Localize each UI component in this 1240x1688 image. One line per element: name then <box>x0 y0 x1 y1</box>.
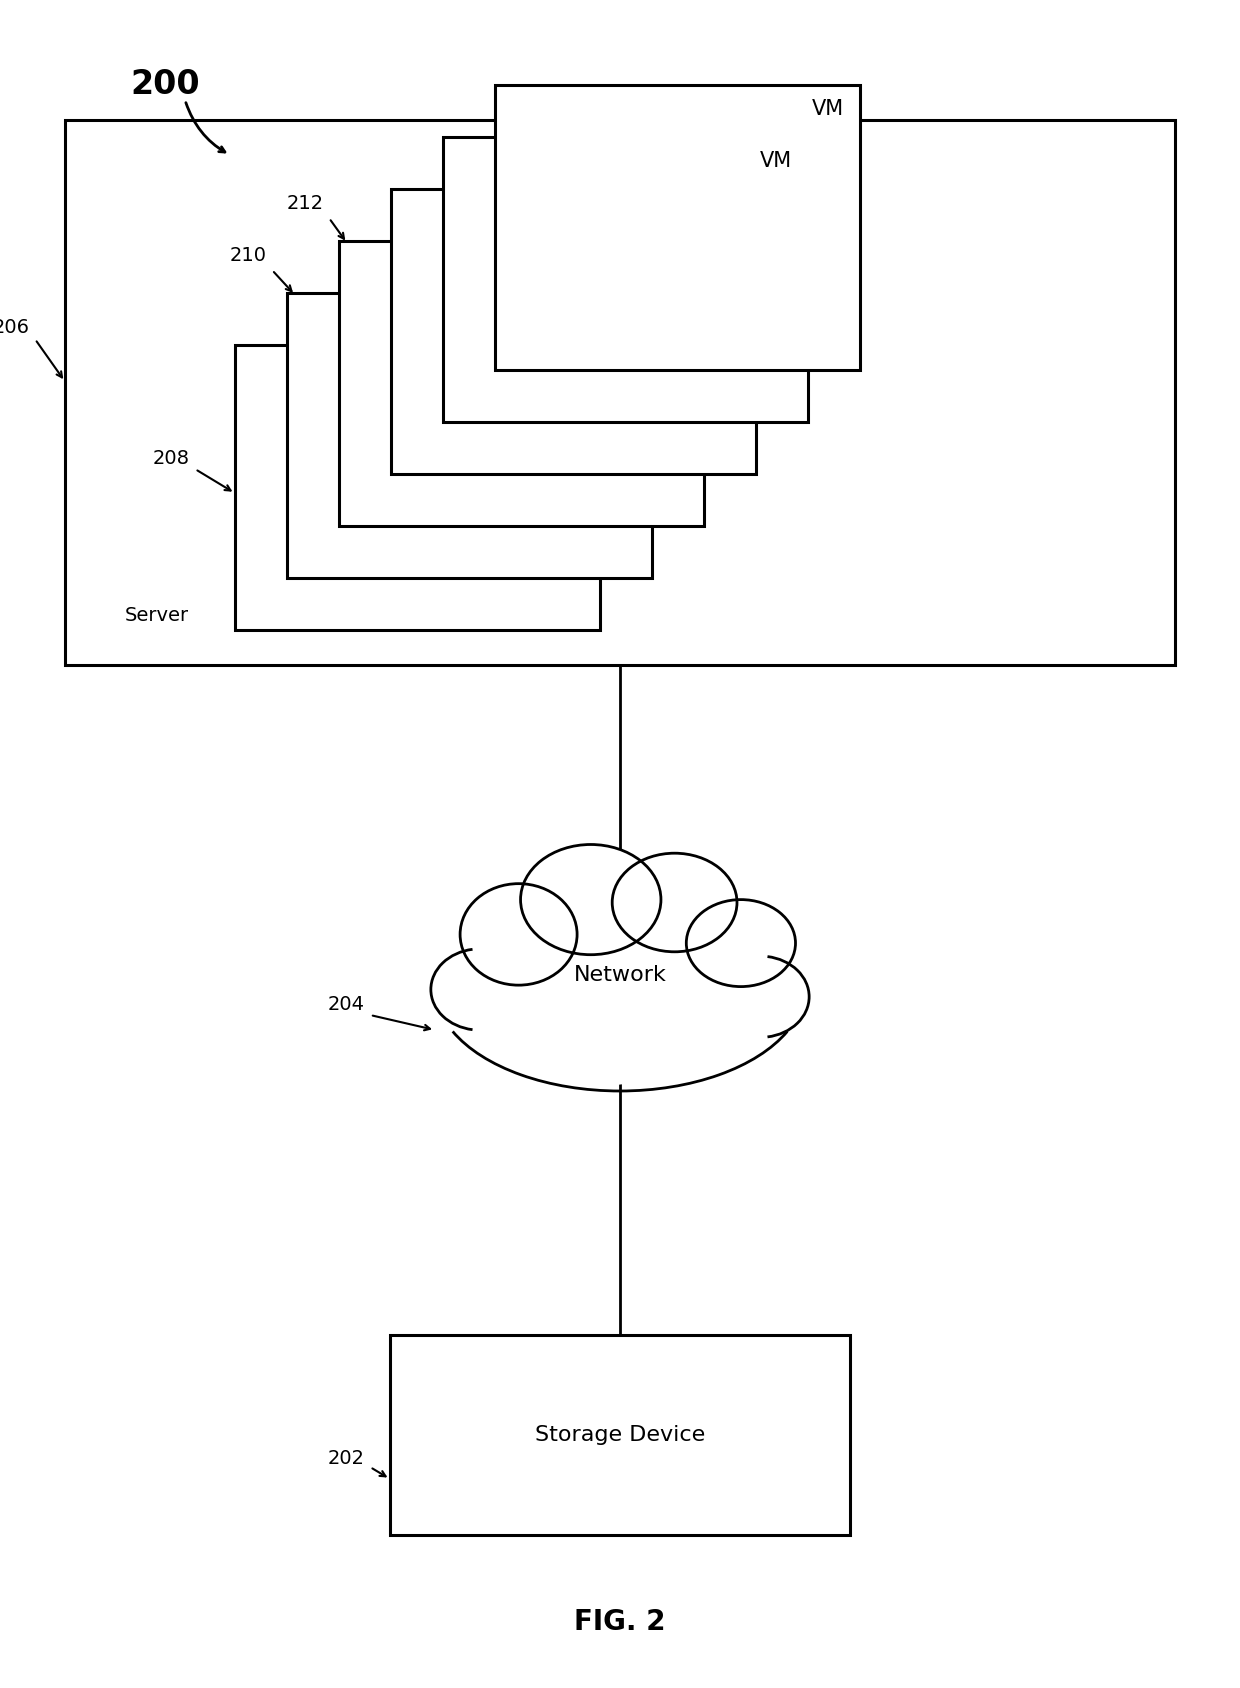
Text: VM: VM <box>656 255 688 275</box>
Text: VM: VM <box>812 100 844 118</box>
Text: 204: 204 <box>329 996 365 1014</box>
Ellipse shape <box>513 910 727 1040</box>
Text: Server: Server <box>125 606 190 625</box>
Bar <box>495 84 861 370</box>
Bar <box>443 137 808 422</box>
Bar <box>339 241 704 527</box>
Bar <box>391 189 756 474</box>
Ellipse shape <box>686 900 796 986</box>
Text: VM: VM <box>760 150 792 170</box>
Text: 202: 202 <box>329 1450 365 1469</box>
Ellipse shape <box>460 883 577 986</box>
Ellipse shape <box>521 844 661 955</box>
Text: 200: 200 <box>130 68 200 101</box>
Text: VM: VM <box>396 474 439 501</box>
Ellipse shape <box>430 949 528 1030</box>
Text: 208: 208 <box>153 449 190 469</box>
Bar <box>391 1335 849 1534</box>
Text: FIG. 2: FIG. 2 <box>574 1609 666 1636</box>
Text: Network: Network <box>574 966 666 986</box>
Ellipse shape <box>712 955 810 1038</box>
Text: 206: 206 <box>0 317 30 336</box>
Text: VM: VM <box>708 203 740 223</box>
Text: Storage Device: Storage Device <box>534 1425 706 1445</box>
Text: 210: 210 <box>229 246 267 265</box>
Ellipse shape <box>552 1009 668 1085</box>
Bar <box>64 120 1176 665</box>
Bar <box>286 294 652 577</box>
Text: 212: 212 <box>286 194 324 213</box>
Text: VM: VM <box>604 307 636 327</box>
Bar <box>236 344 600 630</box>
Ellipse shape <box>634 999 743 1072</box>
Ellipse shape <box>477 999 587 1072</box>
Ellipse shape <box>613 852 737 952</box>
